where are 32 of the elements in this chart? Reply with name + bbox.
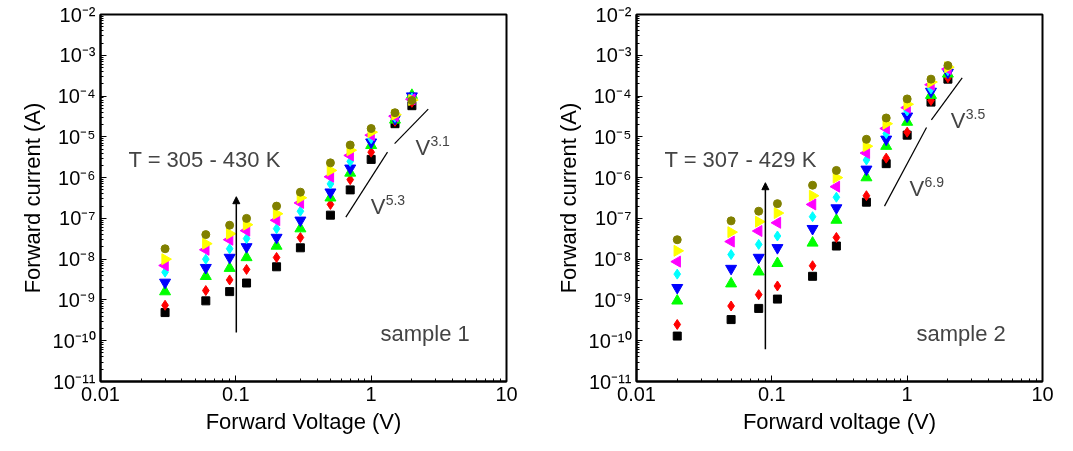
x-tick-label: 10 xyxy=(495,382,518,405)
y-axis-title: Forward current (A) xyxy=(555,102,581,294)
y-tick-label: 10⁻⁷ xyxy=(59,207,96,230)
y-tick-label: 10⁻¹⁰ xyxy=(52,329,96,352)
y-tick-label: 10⁻⁸ xyxy=(57,248,96,271)
annotation: sample 1 xyxy=(380,320,470,346)
x-tick-label: 0.1 xyxy=(221,382,250,405)
x-tick-label: 1 xyxy=(365,382,377,405)
y-tick-label: 10⁻⁶ xyxy=(58,166,96,189)
y-tick-label: 10⁻³ xyxy=(59,44,96,67)
annotation: T = 307 - 429 K xyxy=(664,146,817,172)
y-tick-label: 10⁻² xyxy=(595,3,632,26)
y-tick-label: 10⁻⁷ xyxy=(595,207,632,230)
x-axis-title: Forward Voltage (V) xyxy=(205,408,402,434)
y-tick-label: 10⁻⁴ xyxy=(593,85,632,108)
y-tick-label: 10⁻⁴ xyxy=(57,85,96,108)
y-tick-label: 10⁻⁸ xyxy=(593,248,632,271)
y-tick-label: 10⁻¹⁰ xyxy=(588,329,632,352)
y-axis-title: Forward current (A) xyxy=(19,102,45,294)
y-tick-label: 10⁻⁶ xyxy=(594,166,632,189)
annotation: T = 305 - 430 K xyxy=(128,146,281,172)
y-tick-label: 10⁻⁹ xyxy=(593,288,632,311)
x-tick-label: 1 xyxy=(901,382,913,405)
x-tick-label: 0.1 xyxy=(757,382,786,405)
annotation: sample 2 xyxy=(916,320,1006,346)
y-tick-label: 10⁻⁵ xyxy=(57,125,96,148)
x-tick-label: 10 xyxy=(1031,382,1054,405)
x-axis-title: Forward voltage (V) xyxy=(742,408,937,434)
y-tick-label: 10⁻² xyxy=(59,3,96,26)
y-tick-label: 10⁻⁵ xyxy=(593,125,632,148)
y-tick-label: 10⁻³ xyxy=(595,44,632,67)
y-tick-label: 10⁻⁹ xyxy=(57,288,96,311)
